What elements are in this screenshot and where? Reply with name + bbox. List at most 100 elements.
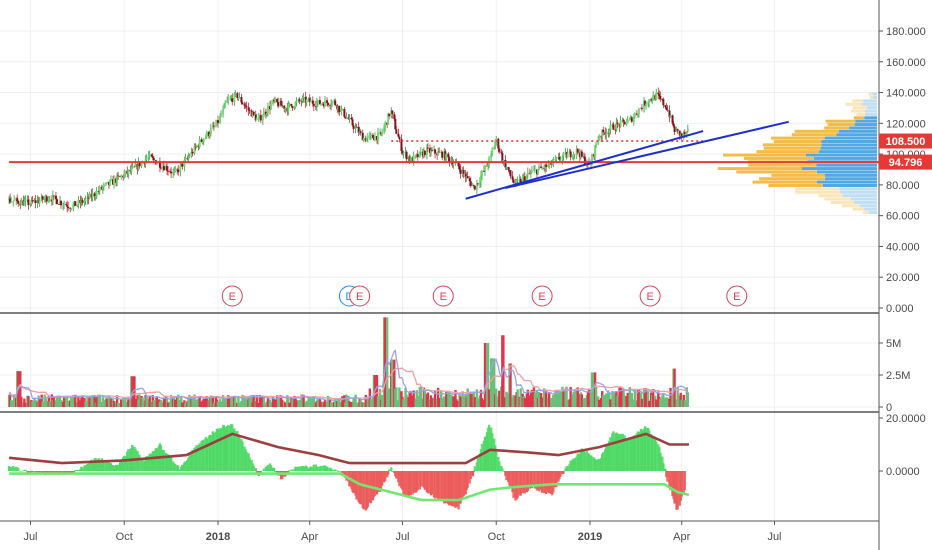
price-tag-box [879, 154, 932, 170]
candle-body [70, 208, 73, 210]
candle-body [158, 161, 161, 168]
candle-body [140, 162, 143, 167]
candle-body [314, 106, 317, 107]
candle-body [536, 169, 539, 175]
candle-body [675, 129, 678, 133]
candle-body [395, 129, 398, 134]
volume-bar [205, 396, 208, 407]
candle-body [401, 150, 404, 154]
candle-body [8, 198, 11, 201]
candle-body [76, 204, 79, 206]
volume-bar [181, 402, 184, 407]
candle-body [540, 166, 543, 169]
candle-body [654, 95, 657, 100]
candle-body [359, 131, 362, 133]
oscillator-bar [22, 470, 25, 472]
oscillator-bar [602, 452, 605, 471]
oscillator-bar [380, 471, 384, 486]
candle-body [297, 99, 300, 102]
volume-bar [148, 395, 151, 407]
oscillator-bar [594, 459, 598, 471]
candle-body [515, 180, 518, 186]
candle-body [665, 107, 668, 110]
oscillator-bar [655, 441, 658, 471]
candle-body [179, 165, 182, 173]
x-tick-label: 2018 [206, 531, 230, 543]
candle-body [662, 99, 665, 106]
volume-bar [138, 394, 141, 407]
event-marker [349, 285, 371, 307]
profile-bar-sell [771, 173, 825, 177]
oscillator-bar [281, 471, 284, 479]
candle-body [445, 153, 448, 160]
candle-body [130, 167, 133, 172]
volume-bar [369, 398, 373, 407]
event-marker-label: E [356, 291, 363, 303]
candle-body [685, 131, 688, 135]
candle-body [265, 113, 268, 115]
candle-body [34, 200, 37, 203]
candle-body [137, 162, 140, 170]
oscillator-bar [472, 471, 476, 473]
volume-bar [492, 358, 496, 407]
profile-bar-sell [830, 200, 854, 204]
candle-body [94, 196, 97, 197]
candle-body [350, 117, 353, 120]
volume-bar [605, 393, 608, 407]
oscillator-bar [209, 435, 213, 471]
candle-body [214, 124, 217, 127]
volume-bar [573, 391, 576, 407]
oscillator-bar [15, 466, 18, 471]
oscillator-bar [124, 456, 127, 471]
candle-body [202, 138, 205, 142]
candle-body [20, 200, 23, 206]
oscillator-bar [388, 469, 391, 471]
oscillator-bar [395, 471, 398, 479]
volume-bar [419, 386, 423, 407]
oscillator-bar [202, 439, 205, 471]
x-tick-label: 2019 [578, 531, 602, 543]
oscillator-bar [366, 471, 370, 508]
volume-bar [669, 387, 672, 407]
oscillator-bar [273, 471, 277, 472]
candle-body [633, 113, 636, 118]
oscillator-bar [173, 463, 177, 471]
candle-body [173, 171, 176, 172]
candle-body [484, 165, 487, 171]
oscillator-tick-label: 0.0000 [886, 466, 920, 478]
candle-body [566, 153, 569, 158]
candle-body [80, 199, 83, 204]
candle-body [431, 150, 434, 151]
oscillator-bar [666, 471, 669, 482]
profile-bar-sell [852, 99, 864, 103]
candle-body [207, 132, 210, 137]
candle-body [580, 151, 583, 157]
candle-body [177, 169, 180, 173]
candle-body [29, 204, 32, 206]
candle-body [305, 99, 308, 103]
profile-bar-sell [841, 204, 860, 208]
oscillator-bar [455, 471, 458, 507]
price-tag-label: 94.796 [889, 157, 923, 169]
volume-bar [152, 400, 155, 407]
volume-bar [173, 399, 177, 407]
candle-body [293, 107, 296, 109]
candle-body [405, 151, 408, 160]
volume-bar [448, 393, 451, 407]
candle-body [407, 156, 410, 160]
candle-body [626, 119, 629, 123]
candle-body [162, 166, 165, 170]
oscillator-bar [387, 471, 390, 475]
candle-body [51, 195, 54, 202]
candle-body [40, 196, 43, 201]
candle-body [487, 165, 490, 167]
profile-bar-buy [855, 119, 877, 123]
event-marker [531, 285, 553, 307]
oscillator-bar [555, 471, 558, 487]
candle-body [334, 100, 337, 106]
oscillator-bar [195, 445, 198, 471]
candle-body [91, 193, 94, 198]
volume-bar [566, 400, 569, 407]
oscillator-bar [651, 436, 655, 471]
